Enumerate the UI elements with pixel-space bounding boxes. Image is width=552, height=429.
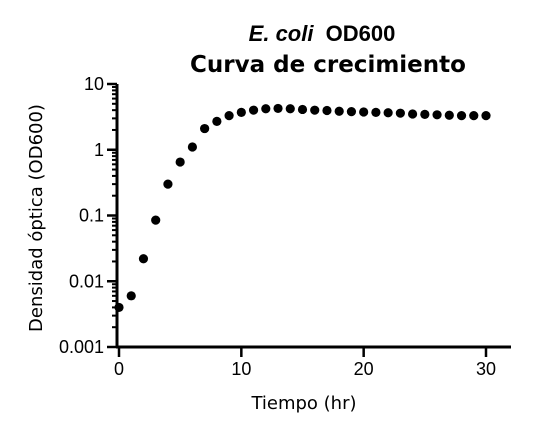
data-point xyxy=(346,107,357,117)
data-point xyxy=(334,106,344,116)
chart-title-rest: OD600 xyxy=(326,21,396,46)
data-point xyxy=(114,302,124,313)
data-point xyxy=(420,109,430,119)
y-tick-label: 0.001 xyxy=(59,337,104,357)
y-axis: 0.001 0.01 0.1 1 10 xyxy=(59,74,119,357)
chart-subtitle: Curva de crecimiento xyxy=(190,52,466,78)
data-point xyxy=(261,104,271,114)
data-point xyxy=(359,107,369,117)
data-point xyxy=(469,111,479,121)
y-axis-label: Densidad óptica (OD600) xyxy=(26,104,47,332)
data-points xyxy=(114,103,491,313)
x-tick-label: 20 xyxy=(354,359,374,379)
data-point xyxy=(175,157,185,167)
y-tick-label: 1 xyxy=(94,140,104,160)
data-point xyxy=(200,123,210,134)
x-ticks: 0 10 20 30 xyxy=(114,347,496,379)
data-point xyxy=(408,109,418,119)
data-point xyxy=(187,142,197,152)
x-axis-label: Tiempo (hr) xyxy=(250,393,356,414)
x-tick-label: 30 xyxy=(476,359,496,379)
data-point xyxy=(212,116,222,126)
data-point xyxy=(371,107,381,117)
data-point xyxy=(285,104,295,114)
data-point xyxy=(310,105,320,115)
chart-title-italic: E. coli xyxy=(249,21,315,46)
y-tick-label: 0.01 xyxy=(69,271,104,291)
y-ticks: 0.001 0.01 0.1 1 10 xyxy=(59,74,117,357)
data-point xyxy=(236,107,246,117)
data-point xyxy=(126,291,136,301)
data-point xyxy=(151,215,161,225)
x-tick-label: 0 xyxy=(114,359,124,379)
data-point xyxy=(432,110,442,120)
data-point xyxy=(224,111,234,121)
data-point xyxy=(163,179,173,189)
data-point xyxy=(481,111,491,121)
y-tick-label: 10 xyxy=(84,74,104,94)
data-point xyxy=(138,254,149,264)
data-point xyxy=(248,105,259,115)
x-tick-label: 10 xyxy=(231,359,251,379)
y-tick-label: 0.1 xyxy=(79,206,104,226)
data-point xyxy=(322,105,332,116)
x-axis: 0 10 20 30 xyxy=(114,345,511,379)
data-point xyxy=(273,103,283,114)
data-point xyxy=(444,110,454,120)
data-point xyxy=(395,108,405,118)
data-point xyxy=(297,104,308,115)
chart-title: E. coli OD600 xyxy=(249,21,396,46)
data-point xyxy=(383,108,393,118)
data-point xyxy=(456,111,467,121)
